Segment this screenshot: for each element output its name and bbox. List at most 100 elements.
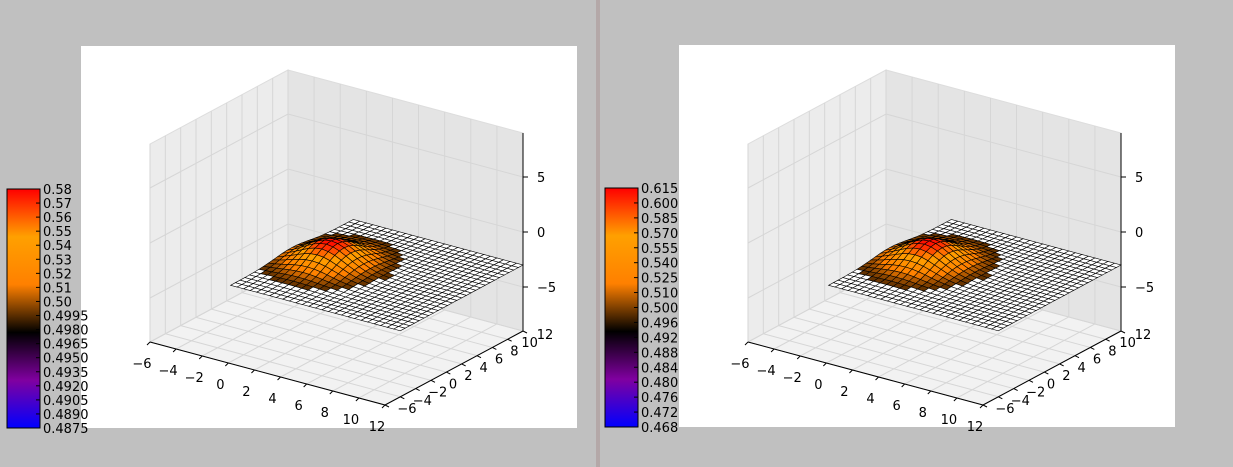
chart-window-left: −6 −4 −2 0 2 4 6 8 10 12 −6 −4 −2 0 2 4 6 8 10 12 −5 0 5 0.58 0.… [0, 0, 596, 467]
grid-line [762, 135, 999, 398]
surface-plot-left: −6 −4 −2 0 2 4 6 8 10 12−6−4−2024681012−5050.580.… [6, 46, 577, 437]
colorbar-tick-label: 0.52 [43, 267, 72, 282]
x-axis-line [747, 341, 984, 406]
colorbar-tick-label: 0.525 [641, 272, 678, 287]
y-tick [476, 355, 482, 359]
grid-line [195, 119, 432, 381]
x-tick-label: −2 [783, 371, 802, 386]
x-tick-label: 4 [866, 392, 874, 407]
x-tick [381, 404, 386, 409]
grid-line [747, 168, 1122, 244]
surface-mesh [229, 219, 524, 332]
y-tick-label: 0 [449, 377, 457, 392]
y-tick-label: 8 [1108, 344, 1116, 359]
y-tick-label: 10 [521, 336, 538, 351]
x-tick [172, 348, 177, 353]
y-tick-label: −6 [995, 402, 1014, 417]
y-tick [492, 346, 497, 350]
surface-plot-right: −6 −4 −2 0 2 4 6 8 10 12−6−4−2024681012−5050.6150… [604, 45, 1175, 436]
x-tick [770, 348, 775, 353]
x-tick [303, 383, 308, 388]
z-tick-label: 5 [1135, 171, 1143, 186]
x-tick [355, 397, 360, 402]
colorbar-tick-label: 0.4890 [43, 408, 89, 423]
grid-line [778, 127, 1014, 390]
x-tick-label: 10 [343, 413, 360, 428]
x-tick [822, 362, 827, 367]
y-tick-label: 2 [1062, 369, 1070, 384]
colorbar-tick-label: 0.540 [641, 257, 678, 272]
y-tick-label: −2 [428, 386, 447, 401]
colorbar-tick-label: 0.555 [641, 242, 678, 257]
x-tick-label: 2 [242, 385, 250, 400]
colorbar-tick-label: 0.54 [43, 239, 72, 254]
colorbar-tick-label: 0.55 [43, 225, 72, 240]
grid-line [149, 168, 524, 244]
y-tick-label: 6 [495, 353, 503, 368]
y-tick-label: 12 [537, 328, 554, 343]
grid-line [149, 113, 524, 189]
x-tick [796, 355, 801, 360]
surface-cell [392, 326, 406, 332]
colorbar-tick-label: 0.510 [641, 287, 678, 302]
y-tick [1120, 330, 1126, 334]
y-tick [982, 404, 988, 408]
x-axis-line [149, 341, 386, 406]
x-tick-label: −4 [159, 364, 178, 379]
y-tick-label: −4 [413, 394, 432, 409]
colorbar-tick-label: 0.58 [43, 183, 72, 198]
colorbar-tick-label: 0.472 [641, 406, 678, 421]
y-tick [430, 379, 436, 383]
y-tick [446, 371, 451, 375]
x-tick-label: −6 [730, 357, 749, 372]
z-tick-label: 0 [537, 226, 545, 241]
y-tick-label: 0 [1047, 377, 1055, 392]
colorbar-tick-label: 0.615 [641, 182, 678, 197]
grid-line [747, 113, 1122, 189]
y-tick [384, 404, 390, 408]
y-axis-line [982, 330, 1122, 406]
colorbar-tick-label: 0.53 [43, 253, 72, 268]
y-tick [507, 338, 512, 342]
y-tick-label: 4 [480, 361, 488, 376]
x-tick-label: 2 [840, 385, 848, 400]
colorbar-tick-label: 0.4980 [43, 324, 89, 339]
colorbar-tick-label: 0.56 [43, 211, 72, 226]
colorbar-tick-label: 0.4935 [43, 366, 89, 381]
x-tick [224, 362, 229, 367]
y-tick [1028, 379, 1034, 383]
colorbar-tick-label: 0.4905 [43, 394, 89, 409]
colorbar-tick-label: 0.57 [43, 197, 72, 212]
x-tick [251, 369, 255, 374]
window-divider [596, 0, 600, 467]
x-tick-label: 8 [321, 406, 329, 421]
x-tick-label: 10 [941, 413, 958, 428]
x-tick [744, 341, 749, 346]
colorbar-tick-label: 0.4950 [43, 352, 89, 367]
x-tick [329, 390, 334, 395]
colorbar-tick-label: 0.4995 [43, 310, 89, 325]
y-tick [1105, 338, 1110, 342]
colorbar-tick-label: 0.4965 [43, 338, 89, 353]
x-tick-label: −4 [757, 364, 776, 379]
y-tick-label: 2 [464, 369, 472, 384]
z-tick-label: 5 [537, 171, 545, 186]
x-tick-label: −2 [185, 371, 204, 386]
z-tick-label: −5 [1135, 281, 1154, 296]
grid-line [793, 119, 1030, 381]
colorbar-tick-label: 0.492 [641, 331, 678, 346]
grid-line [808, 111, 1045, 373]
y-tick [415, 388, 420, 392]
colorbar [604, 187, 639, 428]
y-tick-label: 10 [1119, 336, 1136, 351]
x-tick [277, 376, 281, 381]
x-tick-label: 6 [893, 399, 901, 414]
y-tick-label: 8 [510, 344, 518, 359]
y-tick [1013, 388, 1018, 392]
colorbar-tick-label: 0.50 [43, 295, 72, 310]
x-tick [198, 355, 203, 360]
y-tick-label: −2 [1026, 386, 1045, 401]
y-tick [522, 330, 528, 334]
x-tick [979, 404, 984, 409]
y-tick-label: −4 [1011, 394, 1030, 409]
